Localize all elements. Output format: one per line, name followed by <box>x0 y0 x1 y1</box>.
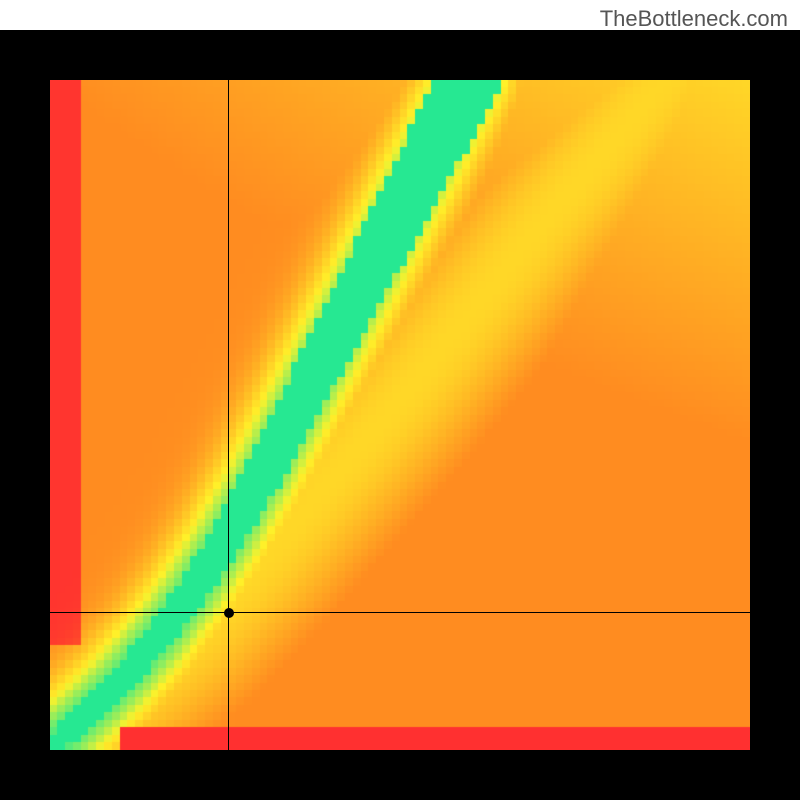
crosshair-vertical <box>228 80 229 750</box>
crosshair-horizontal <box>50 612 750 613</box>
watermark-text: TheBottleneck.com <box>600 6 788 32</box>
heatmap-canvas <box>50 80 750 750</box>
crosshair-marker[interactable] <box>224 608 234 618</box>
